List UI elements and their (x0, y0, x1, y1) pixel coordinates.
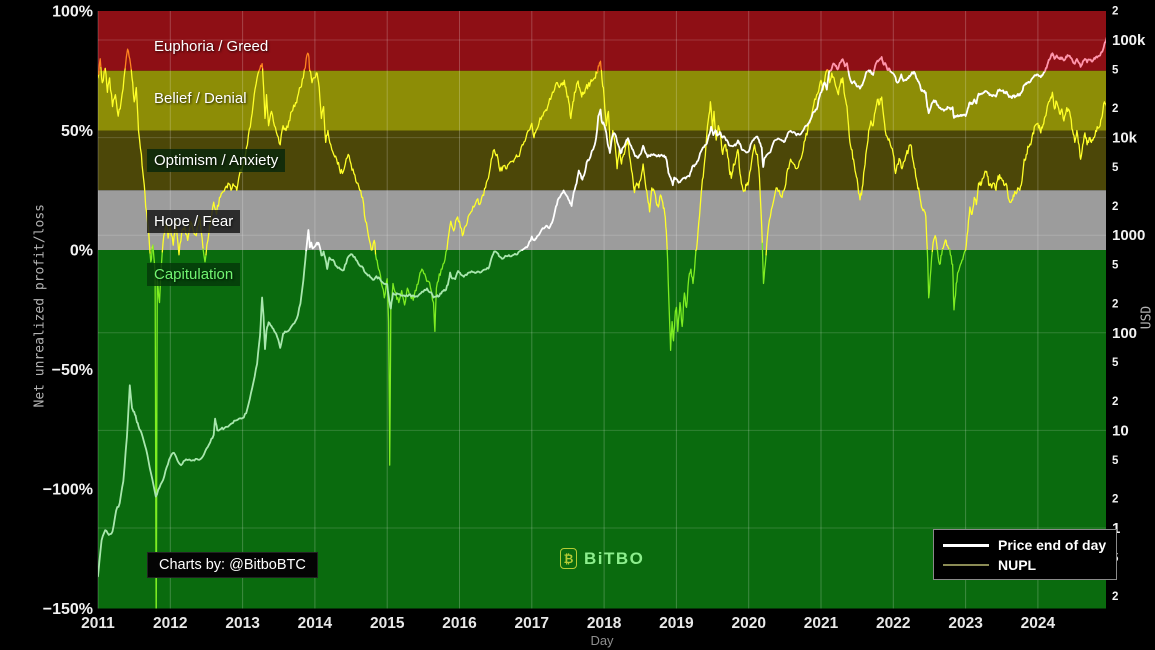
left-axis-tick-−50%: −50% (52, 362, 93, 379)
nupl-line-segment (202, 248, 207, 263)
zone-label-capitulation: Capitulation (147, 263, 241, 286)
right-axis-tick-2-200000: 2 (1112, 6, 1118, 18)
nupl-line-segment (446, 71, 599, 250)
nupl-line-segment (941, 239, 951, 250)
price-end-of-day-line-segment (867, 69, 875, 76)
nupl-line-segment (161, 215, 204, 256)
left-axis-tick-−100%: −100% (43, 482, 93, 499)
bitbo-btc-icon: ₿ (560, 548, 577, 569)
right-axis-tick-2-0.2: 2 (1112, 591, 1118, 603)
band-euphoria-greed (98, 11, 1106, 71)
left-axis-tick-−150%: −150% (43, 601, 93, 618)
right-axis-tick-1: 1 (1112, 520, 1120, 537)
left-axis-tick-0%: 0% (70, 243, 93, 260)
right-axis-tick-100: 100 (1112, 325, 1137, 342)
price-end-of-day-line-segment (319, 249, 524, 310)
price-end-of-day-line-segment (847, 70, 869, 90)
right-axis-tick-2-20: 2 (1112, 396, 1118, 408)
x-axis-tick-2011: 2011 (81, 615, 115, 632)
x-axis-tick-2012: 2012 (153, 615, 187, 632)
x-axis-tick-2021: 2021 (804, 615, 839, 632)
legend-label-nupl: NUPL (998, 557, 1037, 573)
price-end-of-day-line-segment (521, 69, 832, 251)
legend-item-nupl[interactable]: NUPL (943, 557, 1106, 573)
right-axis-tick-2-2: 2 (1112, 494, 1118, 506)
nupl-line-segment (258, 62, 264, 72)
zone-label-belief-denial: Belief / Denial (154, 90, 247, 107)
x-axis-tick-2017: 2017 (515, 615, 549, 632)
price-end-of-day-line (98, 37, 1106, 578)
right-axis-tick-5-5000: 5 (1112, 162, 1119, 174)
price-end-of-day-line-segment (98, 249, 308, 578)
left-axis-tick-100%: 100% (52, 4, 93, 21)
nupl-line-segment (303, 52, 311, 72)
band-hope-fear (98, 190, 1106, 250)
nupl-line-segment (949, 248, 967, 311)
right-axis-tick-5-50: 5 (1112, 357, 1119, 369)
zone-label-hope-fear: Hope / Fear (147, 210, 241, 233)
x-axis-tick-2013: 2013 (225, 615, 260, 632)
nupl-line-segment (666, 249, 697, 352)
x-axis-tick-2019: 2019 (659, 615, 694, 632)
x-axis-tick-2020: 2020 (731, 615, 765, 632)
right-axis-title: USD (1139, 305, 1155, 330)
x-axis-tick-2023: 2023 (948, 615, 983, 632)
nupl-line-segment (936, 247, 944, 265)
right-axis-tick-100k: 100k (1112, 32, 1146, 49)
credit-watermark: Charts by: @BitboBTC (147, 552, 318, 578)
nupl-line-segment (100, 66, 105, 84)
price-end-of-day-line-segment (889, 70, 1046, 119)
right-axis-tick-10: 10 (1112, 422, 1129, 439)
nupl-line-segment (827, 70, 928, 251)
x-axis-tick-2015: 2015 (370, 615, 405, 632)
nupl-line-segment (124, 48, 132, 71)
nupl-line-segment (765, 69, 828, 256)
x-axis-tick-2016: 2016 (442, 615, 477, 632)
nupl-line-segment (130, 69, 151, 255)
bitbo-logo-text: BiTBO (584, 548, 645, 568)
nupl-line-segment (695, 101, 763, 252)
nupl-line-segment (964, 91, 1106, 251)
nupl-line-segment (596, 60, 603, 73)
x-axis-tick-2024: 2024 (1021, 615, 1056, 632)
nupl-line-segment (98, 58, 102, 75)
left-axis-tick-50%: 50% (61, 123, 93, 140)
nupl-line-segment (149, 247, 153, 263)
nupl-line-segment (104, 67, 126, 117)
nupl-line-segment (761, 242, 767, 285)
x-axis-tick-2014: 2014 (298, 615, 333, 632)
nupl-line-segment (926, 249, 933, 299)
nupl-line-segment (931, 235, 939, 253)
x-axis-title: Day (590, 633, 614, 648)
right-axis-tick-10k: 10k (1112, 130, 1138, 147)
nupl-line-segment (309, 70, 377, 256)
right-axis-tick-2-20000: 2 (1112, 103, 1118, 115)
nupl-line-swatch (943, 564, 989, 566)
right-axis-tick-5-5: 5 (1112, 455, 1119, 467)
right-axis-tick-5-500: 5 (1112, 260, 1119, 272)
price-end-of-day-line-segment (872, 56, 892, 73)
chart-legend: Price end of day NUPL (933, 529, 1118, 580)
price-end-of-day-line-segment (829, 58, 850, 73)
nupl-line-segment (261, 68, 305, 146)
right-axis-tick-2-2000: 2 (1112, 201, 1118, 213)
price-end-of-day-line-segment (1044, 37, 1106, 73)
nupl-line-segment (205, 70, 260, 256)
right-axis-tick-1000: 1000 (1112, 227, 1145, 244)
right-axis-tick-5-50000: 5 (1112, 64, 1119, 76)
price-end-of-day-line-segment (305, 229, 322, 252)
right-axis-tick-2-200: 2 (1112, 298, 1118, 310)
x-axis-tick-2018: 2018 (587, 615, 622, 632)
zone-label-euphoria-greed: Euphoria / Greed (154, 38, 269, 55)
legend-item-price[interactable]: Price end of day (943, 537, 1106, 553)
price-line-swatch (943, 543, 989, 547)
left-axis-title: Net unrealized profit/loss (32, 204, 48, 408)
zone-label-optimism-anxiety: Optimism / Anxiety (147, 149, 286, 172)
bitbo-logo: ₿ BiTBO (560, 548, 644, 569)
legend-label-price: Price end of day (998, 537, 1107, 553)
x-axis-tick-2022: 2022 (876, 615, 910, 632)
